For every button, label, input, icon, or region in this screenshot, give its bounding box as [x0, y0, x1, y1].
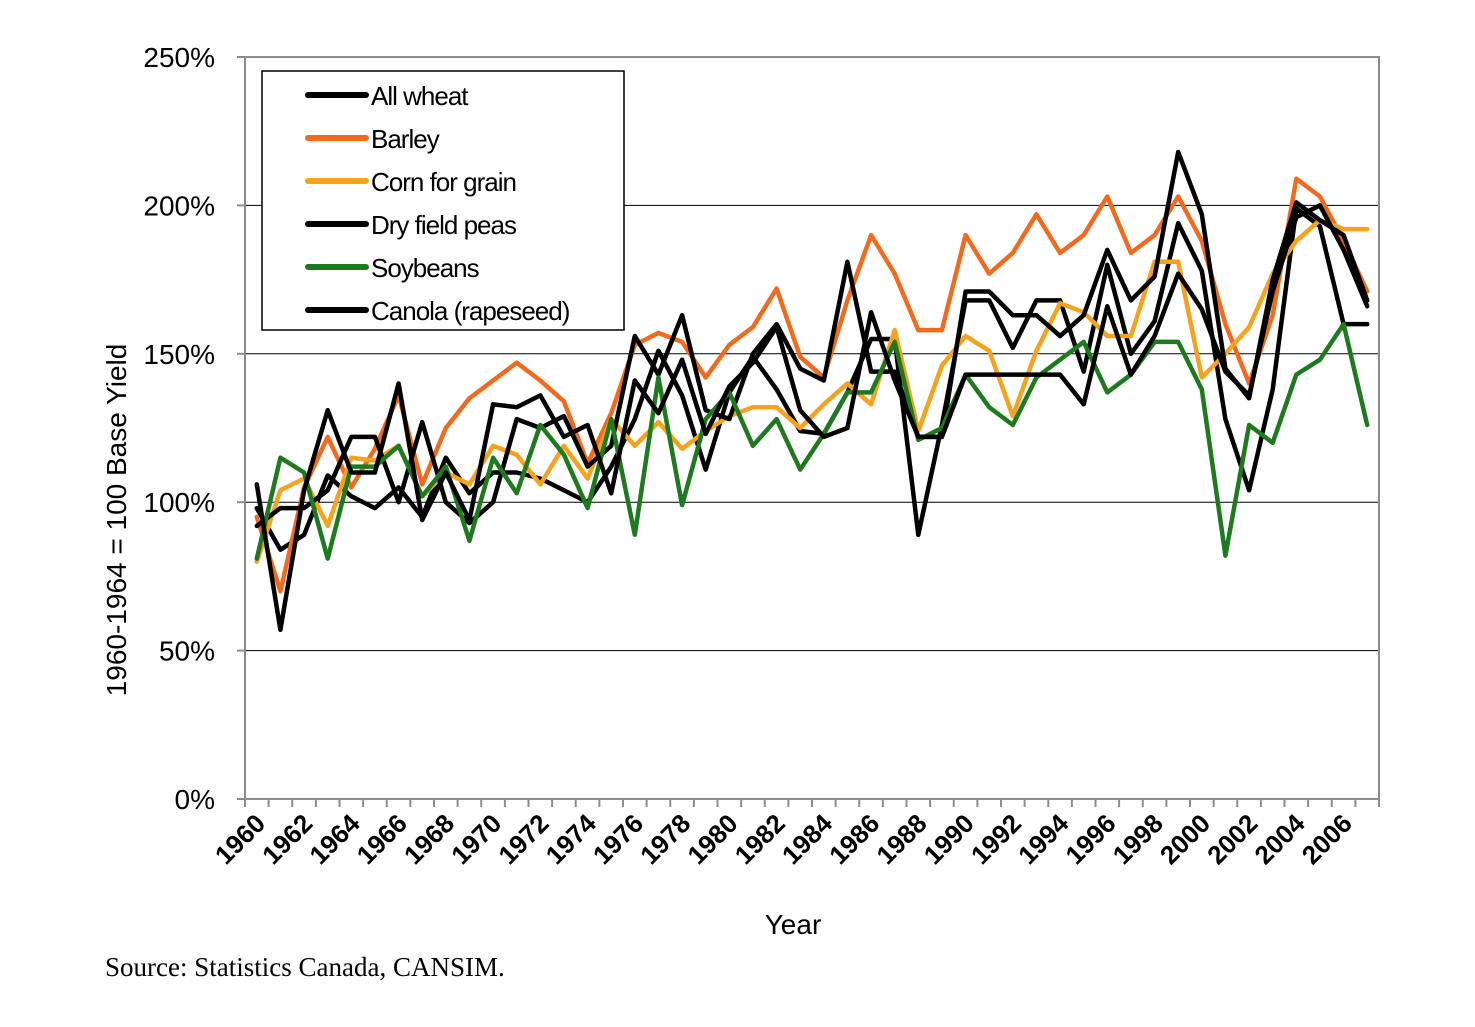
x-tick-label: 1998 — [1107, 808, 1169, 870]
y-tick-label: 100% — [143, 487, 215, 518]
y-tick-label: 0% — [175, 784, 215, 815]
x-tick-label: 2006 — [1296, 808, 1358, 870]
x-axis-title: Year — [765, 909, 822, 940]
y-tick-label: 50% — [159, 636, 215, 667]
x-tick-label: 1992 — [965, 808, 1027, 870]
y-tick-label: 200% — [143, 190, 215, 221]
legend-label: All wheat — [371, 81, 469, 111]
y-tick-label: 250% — [143, 42, 215, 73]
x-tick-label: 2002 — [1201, 808, 1263, 870]
x-tick-label: 1974 — [540, 808, 602, 870]
x-tick-label: 1966 — [351, 808, 413, 870]
legend-label: Canola (rapeseed) — [371, 296, 570, 326]
x-tick-label: 1990 — [918, 808, 980, 870]
x-tick-label: 2000 — [1154, 808, 1216, 870]
x-tick-label: 1962 — [256, 808, 318, 870]
x-axis: 1960196219641966196819701972197419761978… — [209, 799, 1380, 870]
x-tick-label: 1960 — [209, 808, 271, 870]
x-tick-label: 1980 — [681, 808, 743, 870]
legend-label: Soybeans — [371, 253, 480, 283]
series-line-barley — [254, 176, 1370, 594]
x-tick-label: 1964 — [303, 808, 365, 870]
series-line-dry-field-peas — [254, 149, 1370, 529]
x-tick-label: 1976 — [587, 808, 649, 870]
legend: All wheat Barley Corn for grain Dry field p… — [261, 70, 625, 331]
legend-box — [261, 70, 625, 331]
x-tick-label: 1986 — [823, 808, 885, 870]
x-tick-label: 1984 — [776, 808, 838, 870]
series-lines — [254, 149, 1370, 633]
x-tick-label: 1982 — [729, 808, 791, 870]
x-tick-label: 1994 — [1012, 808, 1074, 870]
x-tick-label: 1978 — [634, 808, 696, 870]
legend-label: Dry field peas — [371, 210, 517, 240]
y-axis: 0% 50% 100% 150% 200% 250% — [143, 42, 245, 815]
series-line-soybeans — [254, 321, 1370, 561]
y-axis-title: 1960-1964 = 100 Base Yield — [101, 344, 132, 697]
x-tick-label: 1968 — [398, 808, 460, 870]
legend-label: Barley — [371, 124, 440, 154]
x-tick-label: 1972 — [492, 808, 554, 870]
source-note: Source: Statistics Canada, CANSIM. — [105, 952, 505, 982]
x-tick-label: 1996 — [1059, 808, 1121, 870]
legend-label: Corn for grain — [371, 167, 516, 197]
series-line-canola-rapeseed — [254, 203, 1370, 633]
x-tick-label: 1970 — [445, 808, 507, 870]
x-tick-label: 2004 — [1248, 808, 1310, 870]
series-line-all-wheat — [254, 206, 1370, 552]
y-tick-label: 150% — [143, 339, 215, 370]
x-tick-label: 1988 — [870, 808, 932, 870]
